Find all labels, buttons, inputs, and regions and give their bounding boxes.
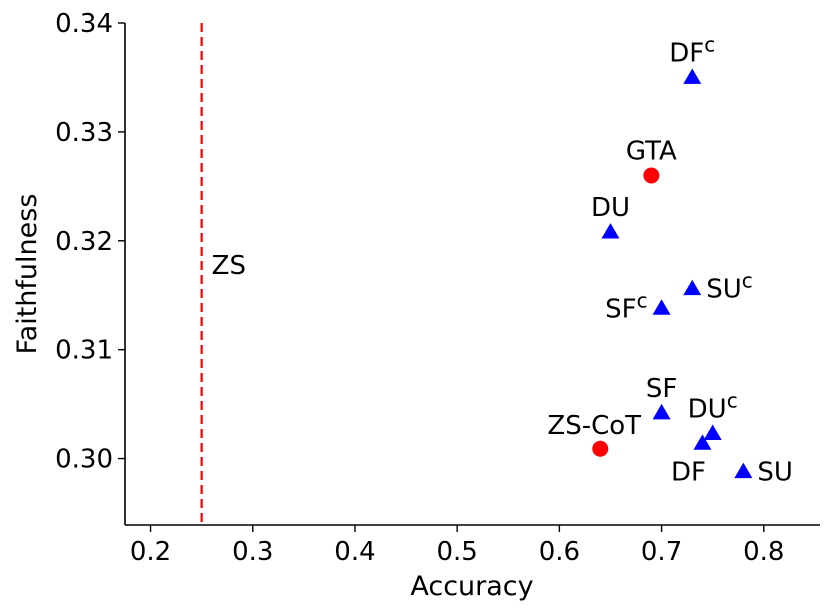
x-tick-label: 0.6 [539,537,580,567]
point-label: SUc [706,269,753,305]
x-tick-label: 0.7 [641,537,682,567]
y-tick-label: 0.32 [55,227,113,257]
x-tick-label: 0.8 [743,537,784,567]
point-marker-du [601,223,620,239]
point-label: SF [646,374,677,404]
y-axis-title: Faithfulness [12,194,43,355]
point-marker-du [703,424,722,441]
y-tick-label: 0.30 [55,445,113,475]
points: DFc GTA DU SUc SFc SF DUc ZS-CoT DF SU [547,32,792,487]
point-marker-su [734,462,753,479]
point-marker-zs-cot [592,440,609,457]
y-tick-label: 0.34 [55,9,113,39]
point-marker-df [683,68,702,84]
point-label: SU [757,458,793,488]
point-marker-su [683,279,702,296]
point-label: ZS-CoT [547,411,641,441]
ticks: 0.2 0.3 0.4 0.5 0.6 0.7 0.8 0.30 0.31 0.32 0.33 0.3… [55,9,784,567]
point-marker-gta [643,167,660,184]
baseline: ZS [200,23,246,525]
zs-baseline-label: ZS [212,251,246,281]
x-tick-label: 0.2 [130,537,171,567]
axes [124,23,820,526]
point-label: DF [671,457,706,487]
x-axis-title: Accuracy [410,571,533,602]
point-label: GTA [626,136,677,166]
x-tick-label: 0.5 [436,537,477,567]
point-marker-sf [652,403,671,420]
point-label: DUc [688,389,738,425]
point-marker-df [693,434,712,450]
y-tick-label: 0.33 [55,118,113,148]
x-tick-label: 0.4 [334,537,375,567]
y-tick-label: 0.31 [55,336,113,366]
point-marker-sf [652,299,671,315]
point-label: DFc [669,32,715,68]
point-label: SFc [605,288,647,324]
point-label: DU [591,193,630,223]
x-tick-label: 0.3 [232,537,273,567]
